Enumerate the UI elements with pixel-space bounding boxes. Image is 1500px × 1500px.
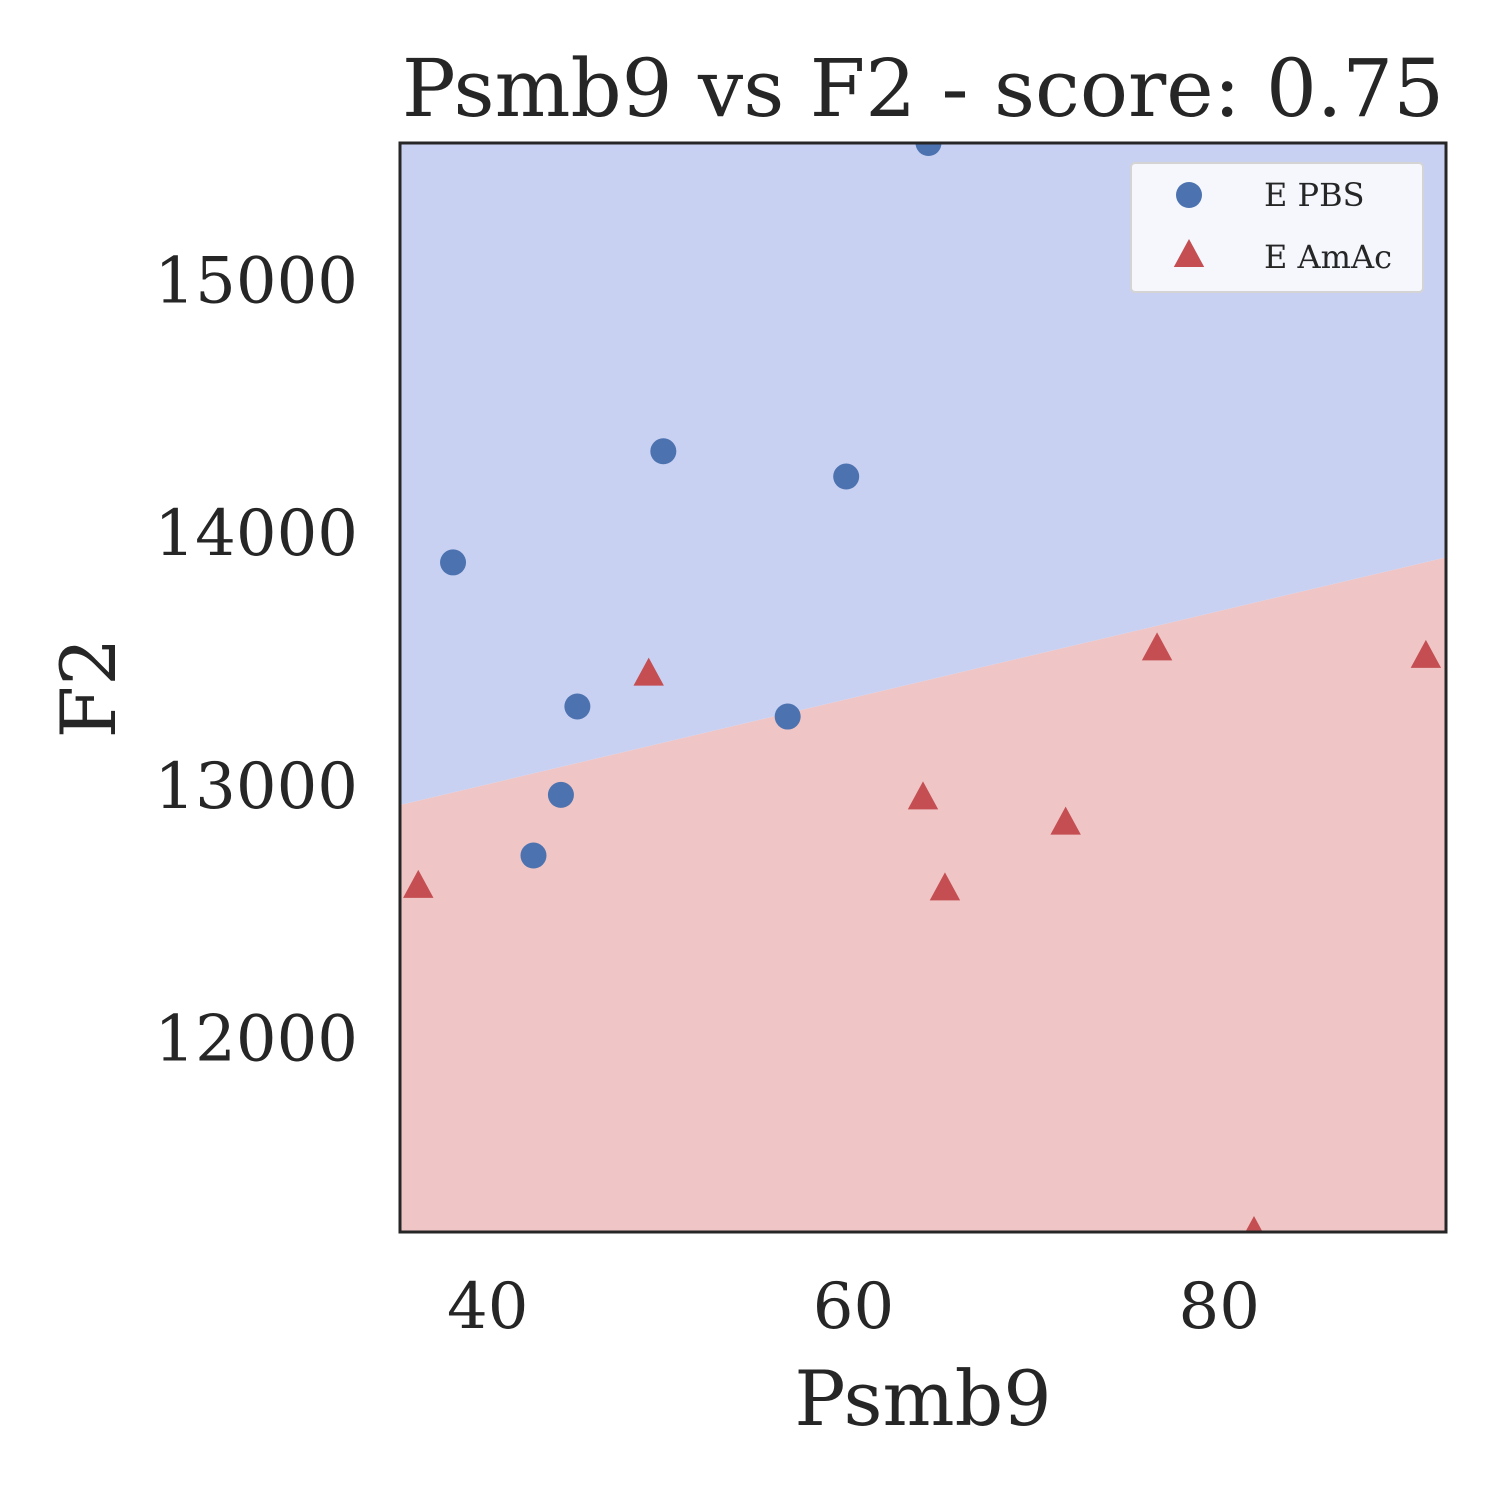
point-e-amac-2 [633,657,664,686]
y-tick-label: 13000 [154,750,358,824]
point-e-pbs-4 [564,693,591,720]
data-points [403,143,1442,1232]
point-e-amac-6 [1141,632,1173,661]
point-e-amac-1 [403,869,434,898]
chart-title: Psmb9 vs F2 - score: 0.75 [402,42,1444,135]
x-tick-label: 80 [1179,1270,1260,1344]
point-e-pbs-2 [520,842,547,869]
point-e-pbs-7 [833,463,860,490]
point-e-amac-8 [1410,639,1442,668]
point-e-amac-5 [1050,806,1081,835]
point-e-amac-3 [907,781,939,810]
legend-box [1130,162,1424,293]
legend-marker-e-amac [1173,239,1205,267]
decision-regions [400,143,1446,1232]
point-e-pbs-1 [440,549,467,576]
point-e-pbs-6 [774,703,801,730]
point-e-pbs-5 [650,438,677,465]
legend-label-e-amac: E AmAc [1264,238,1392,276]
point-e-amac-4 [929,872,961,901]
x-axis-ticks: 40 60 80 [447,1270,1260,1344]
y-tick-label: 15000 [154,244,358,318]
x-tick-label: 60 [813,1270,894,1344]
legend-marker-e-pbs [1176,182,1202,208]
legend: E PBS E AmAc [1130,162,1424,293]
y-tick-label: 14000 [154,497,358,571]
point-e-pbs-3 [547,781,574,808]
point-e-pbs-8 [915,143,942,156]
y-axis-label: F2 [44,637,133,738]
legend-label-e-pbs: E PBS [1264,176,1365,214]
plot-frame [398,141,1448,1234]
x-axis-label: Psmb9 [794,1354,1051,1443]
region-e-amac [400,557,1446,1232]
region-e-pbs [400,143,1446,805]
x-tick-label: 40 [447,1270,528,1344]
y-axis-ticks: 12000 13000 14000 15000 [154,244,358,1076]
point-e-amac-7 [1245,1216,1263,1232]
y-tick-label: 12000 [154,1002,358,1076]
